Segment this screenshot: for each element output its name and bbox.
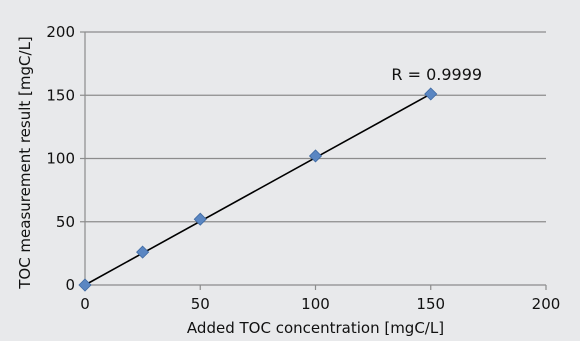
x-tick-label: 200 (532, 295, 561, 313)
data-point (78, 278, 92, 292)
y-axis-title: TOC measurement result [mgC/L] (16, 36, 34, 290)
data-point (424, 87, 438, 101)
y-tick-label: 0 (65, 276, 75, 294)
x-axis-title: Added TOC concentration [mgC/L] (187, 319, 444, 337)
x-tick-label: 0 (80, 295, 90, 313)
y-tick-label: 200 (46, 23, 75, 41)
data-point (193, 212, 207, 226)
r-annotation: R = 0.9999 (391, 65, 482, 84)
x-tick-label: 100 (301, 295, 330, 313)
y-tick-label: 100 (46, 150, 75, 168)
y-tick-label: 50 (56, 213, 75, 231)
y-tick-label: 150 (46, 86, 75, 104)
data-point (136, 245, 150, 259)
x-tick-label: 150 (416, 295, 445, 313)
data-point (308, 149, 323, 163)
x-tick-label: 50 (191, 295, 210, 313)
